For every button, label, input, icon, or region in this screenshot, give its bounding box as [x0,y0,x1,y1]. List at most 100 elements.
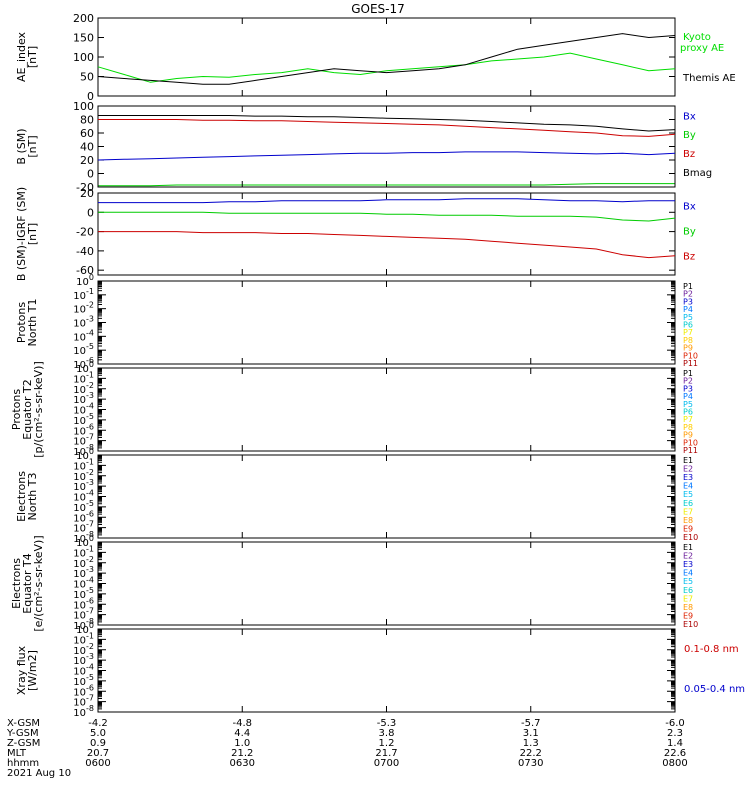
legend-e5: E5 [683,490,693,499]
series-line-bx [97,151,676,161]
y-tick-text: 10-6 [73,422,94,437]
legend-e7: E7 [683,594,693,603]
legend-xray-short: 0.05-0.4 nm [684,684,745,695]
y-tick-text: 10-5 [73,673,94,688]
y-tick-label: 10-4 [73,489,94,504]
y-axis-label: North T1 [26,299,39,347]
x-tick-label: 3.8 [379,728,395,739]
y-tick-label: 10-6 [73,596,94,611]
legend-e3: E3 [683,560,693,569]
legend-themis-ae: Themis AE [682,73,736,84]
series-line-themis-ae [97,33,676,85]
y-axis-label: [nT] [26,223,39,245]
y-tick-text: 10-1 [73,544,94,559]
y-tick-text: 10-6 [73,356,94,371]
y-tick-text: 100 [76,534,94,549]
legend-e2: E2 [683,552,693,561]
y-tick-label: 10-3 [73,315,94,330]
legend-e8: E8 [683,516,693,525]
y-tick-label: 10-5 [73,673,94,688]
legend-p5: P5 [683,313,693,322]
legend-p11: P11 [683,359,698,368]
legend-p2: P2 [683,377,693,386]
x-tick-label: 1.0 [234,738,250,749]
x-tick-label: 21.7 [375,748,397,759]
y-tick-label: 100 [76,447,94,462]
y-tick-text: 10-7 [73,607,94,622]
y-tick-text: 10-8 [73,704,94,719]
y-tick-label: 10-8 [73,443,94,458]
y-tick-label: 150 [73,32,94,45]
y-tick-text: 10-1 [73,631,94,646]
y-tick-text: 100 [76,360,94,375]
x-tick-label: -4.2 [88,718,108,729]
legend-e1: E1 [683,456,693,465]
y-axis-label: Protons [15,302,28,343]
y-tick-text: 10-7 [73,520,94,535]
panel-8: Xray flux[W/m2]10010-110-210-310-410-510… [15,621,745,719]
x-tick-label: 1.2 [379,738,395,749]
y-tick-label: 10-5 [73,586,94,601]
y-tick-label: 100 [76,273,94,288]
y-tick-label: 10-4 [73,576,94,591]
y-tick-text: 10-5 [73,586,94,601]
y-tick-text: 10-5 [73,499,94,514]
y-tick-label: -40 [76,245,94,258]
y-tick-text: 10-8 [73,530,94,545]
y-axis-label: Electrons [15,471,28,522]
series-line-bz [98,231,676,259]
y-tick-label: 10-1 [73,287,94,302]
y-tick-label: 100 [73,51,94,64]
y-tick-label: 10-6 [73,509,94,524]
y-axis-label: B (SM) [15,128,28,164]
legend-p10: P10 [683,438,698,447]
y-tick-label: 10-5 [73,499,94,514]
legend-e7: E7 [683,507,693,516]
y-axis-label: B (SM)-IGRF (SM) [15,187,28,281]
legend-bx: Bx [683,111,696,122]
legend-p6: P6 [683,408,693,417]
panel-frame [97,541,676,626]
x-tick-label: 0630 [230,758,255,769]
legend-bz: Bz [683,149,695,160]
y-tick-label: 60 [80,127,94,140]
y-tick-label: 10-7 [73,607,94,622]
y-axis-label: [W/m2] [26,650,39,691]
x-tick-label: 0700 [374,758,399,769]
y-tick-text: 100 [76,447,94,462]
series-line-bmag [98,115,676,132]
y-tick-label: 20 [80,187,94,200]
y-tick-label: 80 [80,114,94,127]
legend-bx: Bx [683,202,696,213]
y-tick-label: 10-2 [73,301,94,316]
y-tick-label: 10-8 [73,617,94,632]
legend-by: By [683,227,696,238]
legend-p6: P6 [683,321,693,330]
x-tick-label: 0730 [518,758,543,769]
legend-p9: P9 [683,344,693,353]
legend-p3: P3 [683,297,693,306]
y-tick-text: 10-7 [73,694,94,709]
legend-bmag: Bmag [683,168,712,179]
y-tick-label: 20 [80,154,94,167]
y-axis-label: AE_index [15,31,28,82]
x-tick-label: 1.3 [523,738,539,749]
y-tick-text: 10-4 [73,663,94,678]
y-tick-text: 10-2 [73,301,94,316]
legend-bz: Bz [683,251,695,262]
y-axis-label: [p/(cm²-s-sr-keV)] [32,361,45,458]
legend-p1: P1 [683,369,693,378]
panel-frame [97,192,676,276]
y-axis-label: [nT] [26,46,39,68]
series-line-kyoto-proxy-ae [97,52,676,83]
y-tick-text: 10-5 [73,412,94,427]
y-tick-label: 10-3 [73,391,94,406]
panel-frame [97,367,676,452]
y-tick-label: 10-7 [73,520,94,535]
legend-p11: P11 [683,446,698,455]
y-tick-text: 10-3 [73,315,94,330]
